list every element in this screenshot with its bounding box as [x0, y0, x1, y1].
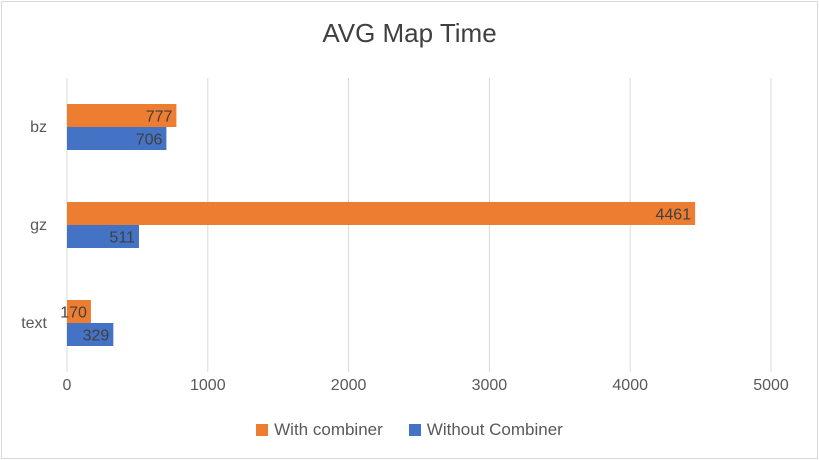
- category-label-gz: gz: [30, 217, 47, 234]
- x-tick-label-3000: 3000: [472, 377, 508, 394]
- bar-without-combiner-bz: [67, 127, 167, 150]
- x-tick-label-1000: 1000: [190, 377, 226, 394]
- bar-with-combiner-gz: [67, 202, 696, 225]
- bar-with-combiner-text: [67, 300, 91, 323]
- data-label-with-combiner-bz: 777: [146, 109, 173, 126]
- data-label-without-combiner-gz: 511: [109, 230, 135, 247]
- legend-item-without-combiner: Without Combiner: [408, 420, 563, 440]
- bar-without-combiner-gz: [67, 225, 139, 248]
- x-tick-label-2000: 2000: [331, 377, 367, 394]
- data-label-without-combiner-bz: 706: [136, 132, 163, 149]
- legend-item-with-combiner: With combiner: [256, 420, 383, 440]
- legend-swatch-with-combiner: [256, 424, 269, 436]
- chart-title: AVG Map Time: [322, 18, 497, 48]
- data-label-without-combiner-text: 329: [83, 328, 110, 345]
- x-tick-label-4000: 4000: [612, 377, 648, 394]
- legend-swatch-without-combiner: [408, 424, 421, 436]
- chart-legend: With combiner Without Combiner: [0, 420, 819, 440]
- x-tick-label-5000: 5000: [753, 377, 789, 394]
- data-label-with-combiner-text: 170: [60, 305, 87, 322]
- bar-without-combiner-text: [67, 323, 114, 346]
- legend-label-without-combiner: Without Combiner: [426, 420, 563, 439]
- data-label-with-combiner-gz: 4461: [656, 207, 692, 224]
- category-label-text: text: [21, 315, 47, 332]
- bar-with-combiner-bz: [67, 104, 177, 127]
- category-label-bz: bz: [30, 119, 47, 136]
- legend-label-with-combiner: With combiner: [274, 420, 383, 439]
- x-tick-label-0: 0: [63, 377, 72, 394]
